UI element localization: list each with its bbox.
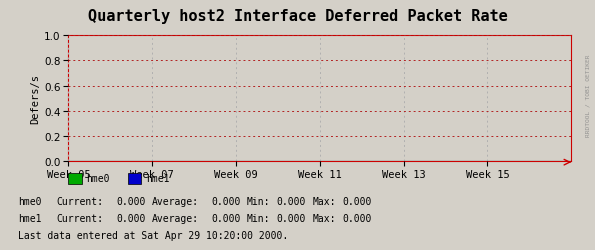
Text: 0.000: 0.000	[277, 213, 306, 223]
Text: 0.000: 0.000	[116, 196, 145, 206]
Text: hme1: hme1	[146, 174, 169, 184]
Text: 0.000: 0.000	[116, 213, 145, 223]
Text: Min:: Min:	[247, 196, 270, 206]
Text: Current:: Current:	[57, 213, 104, 223]
Text: 0.000: 0.000	[342, 213, 371, 223]
Text: 0.000: 0.000	[211, 213, 240, 223]
Text: 0.000: 0.000	[342, 196, 371, 206]
Text: hme0: hme0	[18, 196, 41, 206]
Text: Last data entered at Sat Apr 29 10:20:00 2000.: Last data entered at Sat Apr 29 10:20:00…	[18, 230, 288, 240]
Text: Min:: Min:	[247, 213, 270, 223]
Text: hme0: hme0	[86, 174, 109, 184]
Text: Current:: Current:	[57, 196, 104, 206]
Text: Average:: Average:	[152, 196, 199, 206]
Text: hme1: hme1	[18, 213, 41, 223]
Text: RRDTOOL / TOBI OETIKER: RRDTOOL / TOBI OETIKER	[585, 54, 590, 136]
Text: Average:: Average:	[152, 213, 199, 223]
Text: Quarterly host2 Interface Deferred Packet Rate: Quarterly host2 Interface Deferred Packe…	[87, 9, 508, 24]
Text: 0.000: 0.000	[211, 196, 240, 206]
Y-axis label: Defers/s: Defers/s	[30, 74, 40, 124]
Text: Max:: Max:	[312, 196, 336, 206]
Text: Max:: Max:	[312, 213, 336, 223]
Text: 0.000: 0.000	[277, 196, 306, 206]
